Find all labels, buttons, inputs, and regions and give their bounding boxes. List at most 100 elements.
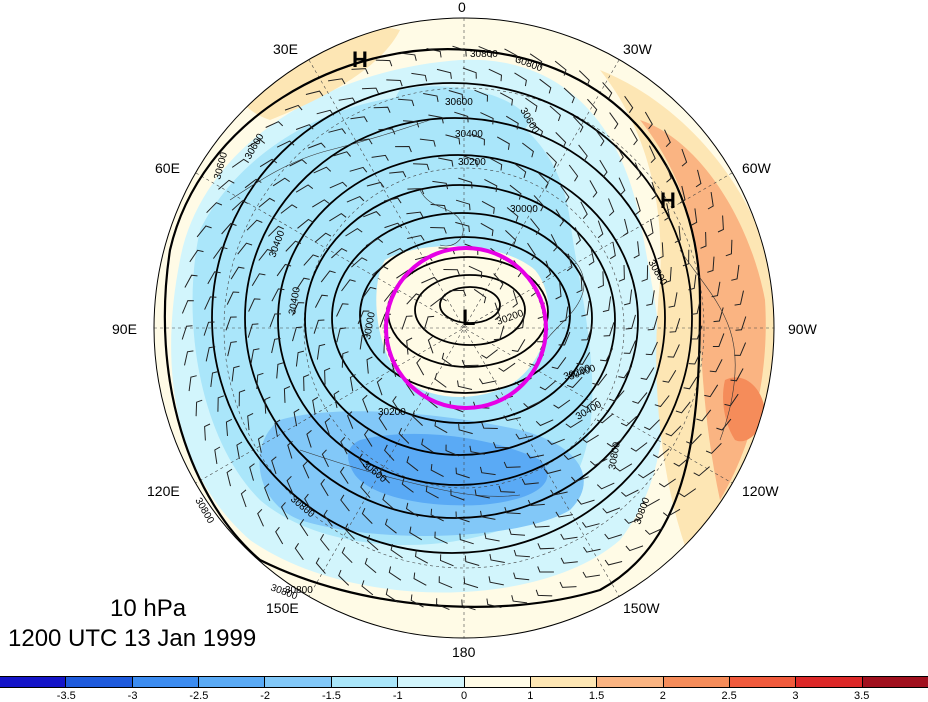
wind-barbs xyxy=(181,45,747,611)
colorbar-swatch xyxy=(331,677,399,687)
wind-barb xyxy=(581,434,599,444)
lon-label-150w: 150W xyxy=(623,600,660,616)
wind-barb xyxy=(614,463,633,472)
wind-barb xyxy=(386,79,403,87)
wind-barb xyxy=(204,423,211,441)
wind-barb xyxy=(651,181,657,200)
wind-barb xyxy=(688,351,702,365)
wind-barb xyxy=(516,313,525,330)
wind-barb xyxy=(679,185,686,204)
wind-barb xyxy=(454,111,469,123)
colorbar-swatch xyxy=(66,677,133,687)
wind-barb xyxy=(221,222,237,235)
wind-barb xyxy=(387,247,405,256)
wind-barb xyxy=(244,178,262,189)
wind-barb xyxy=(246,219,263,231)
wind-barb xyxy=(272,177,290,187)
wind-barb xyxy=(539,78,552,94)
colorbar-swatch xyxy=(597,677,664,687)
wind-barb xyxy=(341,351,349,368)
colorbar-swatch xyxy=(199,677,266,687)
wind-barb xyxy=(602,82,613,99)
wind-barb xyxy=(641,265,649,282)
wind-barb xyxy=(283,386,291,403)
wind-barb xyxy=(345,227,363,237)
colorbar-swatch xyxy=(862,677,928,687)
wind-barb xyxy=(696,409,712,422)
wind-barb xyxy=(480,112,494,125)
wind-barb xyxy=(537,566,554,573)
wind-barb xyxy=(731,264,740,281)
wind-barb xyxy=(716,418,732,431)
wind-barb xyxy=(709,359,723,373)
wind-barb xyxy=(496,136,510,150)
wind-barb xyxy=(328,128,347,134)
lon-label-90w: 90W xyxy=(788,321,817,337)
wind-barb xyxy=(289,159,307,167)
wind-barb xyxy=(419,138,436,147)
colorbar-swatch xyxy=(530,677,598,687)
wind-barb xyxy=(210,371,219,387)
wind-barb xyxy=(539,380,557,391)
wind-barb xyxy=(351,68,369,75)
wind-barb xyxy=(371,265,389,276)
wind-barb xyxy=(488,68,503,82)
wind-barb xyxy=(280,204,298,214)
wind-barb xyxy=(558,331,571,346)
wind-barb xyxy=(461,599,476,611)
wind-barb xyxy=(434,373,447,388)
wind-barb xyxy=(324,417,331,436)
wind-barb xyxy=(559,581,577,588)
wind-barb xyxy=(307,142,326,149)
wind-barb xyxy=(551,357,567,370)
wind-barb xyxy=(523,400,541,409)
wind-barb xyxy=(675,401,691,414)
wind-barb xyxy=(295,277,310,291)
wind-barb xyxy=(389,171,407,178)
wind-barb xyxy=(474,89,489,102)
wind-barb xyxy=(634,162,642,181)
wind-barb xyxy=(488,576,504,586)
wind-barb xyxy=(258,248,274,261)
wind-barb xyxy=(608,198,615,216)
wind-barb xyxy=(338,97,357,104)
wind-barb xyxy=(669,318,681,333)
wind-barb xyxy=(367,534,379,551)
wind-barb xyxy=(366,181,385,188)
highlight-circle xyxy=(384,246,548,410)
wind-barb xyxy=(498,485,515,493)
wind-barb xyxy=(537,543,555,550)
wind-barb xyxy=(679,488,697,498)
wind-barb xyxy=(581,300,590,317)
wind-barb xyxy=(336,303,349,317)
wind-barb xyxy=(713,307,724,323)
wind-barb xyxy=(413,572,427,586)
contour-label: 30800 xyxy=(607,441,623,471)
wind-barb xyxy=(532,521,550,528)
wind-barb xyxy=(276,362,284,379)
colorbar-swatch xyxy=(132,677,200,687)
wind-barb xyxy=(366,356,373,374)
wind-barb xyxy=(340,494,350,512)
wind-barb xyxy=(688,274,697,291)
wind-barb xyxy=(632,392,648,404)
wind-barb xyxy=(563,87,575,104)
wind-barb xyxy=(480,510,496,520)
wind-barb xyxy=(383,197,402,204)
wind-barb xyxy=(365,238,384,247)
wind-barb xyxy=(427,335,434,354)
colorbar-tick-label: -3 xyxy=(127,690,138,702)
wind-barb xyxy=(734,342,747,356)
wind-barb xyxy=(434,531,448,544)
wind-barb xyxy=(323,509,333,527)
wind-barb xyxy=(486,598,502,608)
wind-barb xyxy=(347,411,354,429)
wind-barb xyxy=(711,281,721,298)
wind-barb xyxy=(481,349,498,359)
wind-barb xyxy=(438,157,454,167)
wind-barb xyxy=(364,557,377,574)
wind-barb xyxy=(340,436,348,455)
wind-barb xyxy=(188,375,197,392)
wind-barb xyxy=(384,222,403,229)
wind-barb xyxy=(271,456,277,475)
